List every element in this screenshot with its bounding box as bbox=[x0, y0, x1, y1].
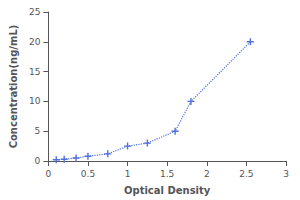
svg-text:Concentration(ng/mL): Concentration(ng/mL) bbox=[8, 25, 19, 149]
svg-text:0.5: 0.5 bbox=[81, 169, 95, 179]
svg-text:0: 0 bbox=[45, 169, 51, 179]
svg-text:1: 1 bbox=[125, 169, 131, 179]
svg-text:25: 25 bbox=[29, 7, 40, 17]
svg-text:20: 20 bbox=[29, 37, 41, 47]
svg-text:2.5: 2.5 bbox=[239, 169, 253, 179]
svg-text:10: 10 bbox=[29, 96, 41, 106]
svg-text:5: 5 bbox=[35, 126, 41, 136]
svg-text:1.5: 1.5 bbox=[160, 169, 174, 179]
svg-text:3: 3 bbox=[283, 169, 289, 179]
svg-text:Optical Density: Optical Density bbox=[124, 185, 211, 196]
svg-text:2: 2 bbox=[204, 169, 210, 179]
svg-text:0: 0 bbox=[35, 156, 41, 166]
svg-text:15: 15 bbox=[29, 67, 40, 77]
